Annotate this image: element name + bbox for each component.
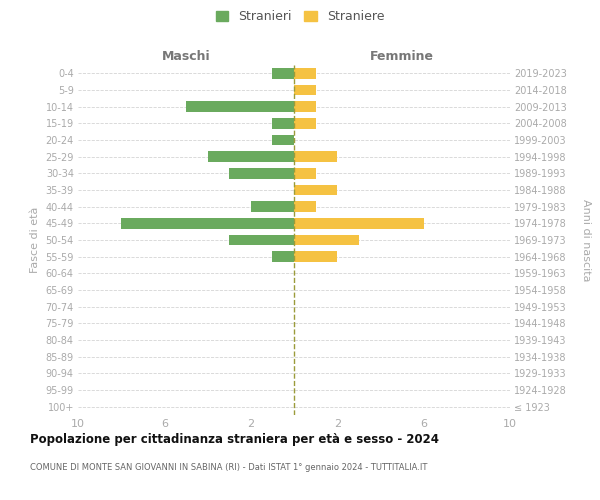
Bar [121,218,294,229]
Bar [294,218,424,229]
Bar [294,184,337,196]
Bar [272,68,294,78]
Bar [272,134,294,145]
Legend: Stranieri, Straniere: Stranieri, Straniere [212,6,388,26]
Bar [251,201,294,212]
Bar [294,68,316,78]
Bar [294,101,316,112]
Bar [186,101,294,112]
Bar [272,251,294,262]
Bar [294,84,316,96]
Bar [208,151,294,162]
Y-axis label: Fasce di età: Fasce di età [30,207,40,273]
Y-axis label: Anni di nascita: Anni di nascita [581,198,591,281]
Text: Maschi: Maschi [161,50,211,62]
Text: Popolazione per cittadinanza straniera per età e sesso - 2024: Popolazione per cittadinanza straniera p… [30,432,439,446]
Bar [294,201,316,212]
Text: COMUNE DI MONTE SAN GIOVANNI IN SABINA (RI) - Dati ISTAT 1° gennaio 2024 - TUTTI: COMUNE DI MONTE SAN GIOVANNI IN SABINA (… [30,462,427,471]
Bar [294,151,337,162]
Bar [272,118,294,128]
Bar [294,168,316,179]
Text: Femmine: Femmine [370,50,434,62]
Bar [229,234,294,246]
Bar [229,168,294,179]
Bar [294,251,337,262]
Bar [294,234,359,246]
Bar [294,118,316,128]
